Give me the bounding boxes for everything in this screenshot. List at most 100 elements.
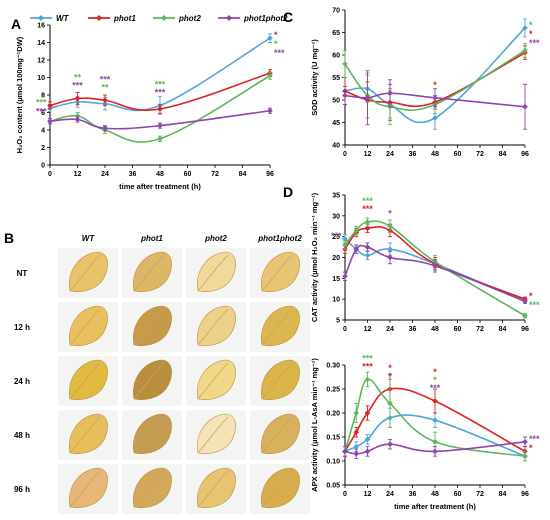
x-tick-label: 72 — [476, 326, 484, 333]
x-tick-label: 0 — [48, 171, 52, 178]
leaf-blade — [197, 359, 236, 400]
significance-mark: *** — [155, 80, 166, 90]
y-tick-label: 6 — [41, 110, 45, 117]
significance-mark: *** — [529, 38, 540, 48]
leaf-blade — [197, 251, 236, 292]
leaf-cell — [250, 410, 310, 460]
data-point — [342, 61, 348, 67]
chart-C: C 0 12 24 36 48 60 72 84 96 40 45 50 55 60 65 70 SOD acti… — [283, 8, 540, 159]
leaf-cell — [250, 302, 310, 352]
leaf-blade — [261, 359, 300, 400]
series-phot1phot2 — [342, 242, 528, 305]
legend-label: WT — [56, 14, 70, 23]
leaf-blade — [197, 467, 236, 508]
data-point — [522, 439, 528, 445]
x-tick-label: 96 — [266, 171, 274, 178]
data-point — [364, 252, 371, 259]
y-tick-label: 65 — [332, 30, 340, 37]
leaf-row-label: 48 h — [14, 431, 30, 440]
data-point — [522, 25, 528, 31]
leaf-column-label: phot2 — [204, 234, 227, 243]
panel-letter-C: C — [283, 9, 293, 25]
y-tick-label: 15 — [332, 276, 340, 283]
leaf-cell — [122, 248, 182, 298]
legend-entry-2: phot2 — [153, 14, 201, 23]
legend-label: phot1phot2 — [243, 14, 288, 23]
legend-label: phot2 — [178, 14, 201, 23]
leaf-blade — [133, 359, 172, 400]
leaf-cell — [122, 356, 182, 406]
series-phot1phot2 — [47, 107, 273, 132]
x-tick-label: 12 — [364, 326, 372, 333]
x-tick-label: 72 — [476, 491, 484, 498]
leaf-cell — [58, 302, 118, 352]
leaf-column-label: WT — [82, 234, 96, 243]
y-tick-label: 4 — [41, 128, 45, 135]
y-tick-label: 0 — [41, 163, 45, 170]
data-point — [102, 125, 108, 132]
significance-mark: *** — [362, 204, 373, 214]
data-point — [432, 398, 438, 404]
y-tick-label: 0.25 — [326, 387, 340, 394]
y-tick-label: 16 — [37, 23, 45, 30]
y-tick-label: 60 — [332, 53, 340, 60]
y-tick-label: 20 — [332, 255, 340, 262]
leaf-cell — [250, 356, 310, 406]
leaf-row-label: 12 h — [14, 323, 30, 332]
leaf-midrib — [69, 254, 101, 292]
significance-mark: *** — [100, 74, 111, 84]
x-tick-label: 84 — [499, 151, 507, 158]
legend: WT phot1 phot2 phot1phot2 — [30, 14, 288, 23]
leaf-blade — [197, 305, 236, 346]
x-tick-label: 96 — [521, 491, 529, 498]
series-phot2 — [342, 217, 528, 319]
data-point — [364, 225, 371, 232]
y-tick-label: 10 — [332, 297, 340, 304]
data-point — [387, 90, 393, 97]
x-tick-label: 0 — [343, 326, 347, 333]
data-point — [364, 94, 371, 101]
leaf-blade — [197, 413, 236, 454]
significance-mark: *** — [36, 107, 47, 117]
data-point — [522, 47, 528, 54]
leaf-column-label: phot1phot2 — [257, 234, 302, 243]
leaf-blade — [133, 251, 172, 292]
x-tick-label: 48 — [431, 151, 439, 158]
data-point — [432, 263, 438, 269]
y-tick-label: 45 — [332, 120, 340, 127]
y-tick-label: 30 — [332, 213, 340, 220]
data-point — [432, 94, 438, 101]
significance-mark: ** — [74, 73, 82, 83]
data-point — [353, 227, 360, 234]
leaf-midrib — [69, 308, 101, 346]
data-point — [364, 410, 371, 416]
data-point — [432, 448, 438, 455]
leaf-midrib — [69, 362, 101, 400]
leaf-midrib — [133, 308, 165, 346]
data-point — [102, 97, 108, 104]
data-point — [353, 246, 360, 252]
data-point — [74, 116, 81, 123]
significance-mark: *** — [430, 383, 441, 393]
leaf-blade — [69, 251, 108, 292]
series-line — [49, 37, 271, 112]
series-phot2 — [47, 71, 273, 143]
legend-marker — [38, 15, 44, 21]
data-point — [47, 118, 53, 125]
x-tick-label: 24 — [386, 326, 394, 333]
leaf-blade — [261, 251, 300, 292]
leaf-cell — [186, 464, 246, 514]
data-point — [364, 448, 371, 455]
data-point — [387, 246, 393, 252]
y-axis-label: H₂O₂ content (µmol 100mg⁻¹DW) — [15, 36, 24, 153]
data-point — [267, 72, 273, 79]
data-point — [342, 92, 348, 99]
leaf-midrib — [133, 362, 165, 400]
chart-D: D 0 12 24 36 48 60 72 84 96 5 10 15 20 25 30 35 CAT activ… — [283, 184, 540, 333]
leaf-cell — [122, 464, 182, 514]
y-tick-label: 0.15 — [326, 435, 340, 442]
leaf-blade — [261, 467, 300, 508]
legend-entry-0: WT — [30, 14, 70, 23]
series-phot1 — [47, 69, 273, 114]
leaf-blade — [133, 305, 172, 346]
